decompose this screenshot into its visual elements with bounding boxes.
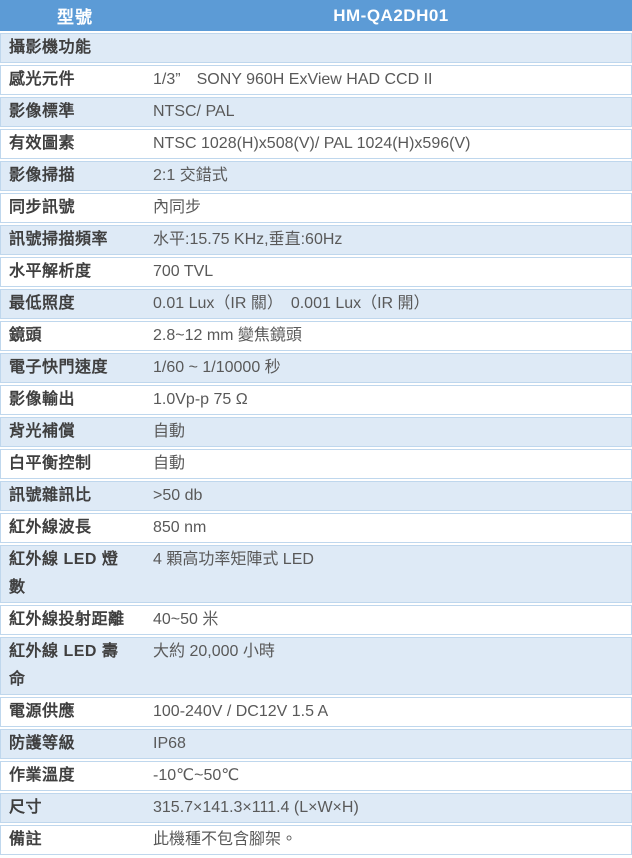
row-value: 內同步 — [153, 199, 202, 216]
table-row-ir-wavelength: 紅外線波長 850 nm — [0, 513, 632, 543]
row-value: IP68 — [153, 735, 186, 752]
table-row-snr: 訊號雜訊比 >50 db — [0, 481, 632, 511]
table-row-shutter-speed: 電子快門速度 1/60 ~ 1/10000 秒 — [0, 353, 632, 383]
row-value: 1/60 ~ 1/10000 秒 — [153, 359, 281, 376]
row-value: 850 nm — [153, 519, 207, 536]
row-value: NTSC 1028(H)x508(V)/ PAL 1024(H)x596(V) — [153, 135, 471, 152]
table-row-power-supply: 電源供應 100-240V / DC12V 1.5 A — [0, 697, 632, 727]
row-label: 白平衡控制 — [9, 455, 92, 472]
table-row-video-output: 影像輸出 1.0Vp-p 75 Ω — [0, 385, 632, 415]
row-label: 訊號掃描頻率 — [9, 231, 109, 248]
table-row-video-standard: 影像標準 NTSC/ PAL — [0, 97, 632, 127]
row-label: 紅外線波長 — [9, 519, 92, 536]
row-value: 1/3” SONY 960H ExView HAD CCD II — [153, 71, 433, 88]
row-value: 大約 20,000 小時 — [153, 643, 275, 660]
row-value: NTSC/ PAL — [153, 103, 235, 120]
row-value: 自動 — [153, 423, 186, 440]
row-value: 1.0Vp-p 75 Ω — [153, 391, 248, 408]
table-header-row: 型號 HM-QA2DH01 — [0, 0, 632, 31]
row-label: 電源供應 — [9, 703, 76, 720]
row-label: 水平解析度 — [9, 263, 92, 280]
row-label: 影像掃描 — [9, 167, 76, 184]
row-label: 紅外線 LED 壽 命 — [9, 643, 119, 688]
row-value: 此機種不包含腳架。 — [153, 831, 298, 848]
table-row-operating-temperature: 作業溫度 -10℃~50℃ — [0, 761, 632, 791]
row-label: 影像標準 — [9, 103, 76, 120]
row-label: 感光元件 — [9, 71, 76, 88]
row-value: -10℃~50℃ — [153, 767, 240, 784]
row-value: 2.8~12 mm 變焦鏡頭 — [153, 327, 302, 344]
row-label: 紅外線 LED 燈 數 — [9, 551, 119, 596]
table-row-image-sensor: 感光元件 1/3” SONY 960H ExView HAD CCD II — [0, 65, 632, 95]
table-row-scanning: 影像掃描 2:1 交錯式 — [0, 161, 632, 191]
table-row-protection-rating: 防護等級 IP68 — [0, 729, 632, 759]
row-value: 水平:15.75 KHz,垂直:60Hz — [153, 231, 343, 248]
table-row-ir-led-life: 紅外線 LED 壽 命 大約 20,000 小時 — [0, 637, 632, 695]
row-label: 訊號雜訊比 — [9, 487, 92, 504]
row-label: 最低照度 — [9, 295, 76, 312]
table-row-scan-frequency: 訊號掃描頻率 水平:15.75 KHz,垂直:60Hz — [0, 225, 632, 255]
row-label: 作業溫度 — [9, 767, 76, 784]
row-label: 同步訊號 — [9, 199, 76, 216]
row-value: 100-240V / DC12V 1.5 A — [153, 703, 329, 720]
model-header-label: 型號 — [57, 8, 93, 27]
row-value: 40~50 米 — [153, 611, 219, 628]
row-label: 背光補償 — [9, 423, 76, 440]
row-value: 2:1 交錯式 — [153, 167, 228, 184]
row-value: 0.01 Lux（IR 關） 0.001 Lux（IR 開） — [153, 295, 430, 312]
table-row-horizontal-resolution: 水平解析度 700 TVL — [0, 257, 632, 287]
row-value: 4 顆高功率矩陣式 LED — [153, 551, 314, 568]
section-row-camera-functions: 攝影機功能 — [0, 33, 632, 63]
row-label: 影像輸出 — [9, 391, 76, 408]
table-row-min-illumination: 最低照度 0.01 Lux（IR 關） 0.001 Lux（IR 開） — [0, 289, 632, 319]
row-label: 鏡頭 — [9, 327, 43, 344]
spec-rows: 攝影機功能 感光元件 1/3” SONY 960H ExView HAD CCD… — [0, 33, 632, 855]
row-label: 紅外線投射距離 — [9, 611, 125, 628]
table-row-ir-led-count: 紅外線 LED 燈 數 4 顆高功率矩陣式 LED — [0, 545, 632, 603]
table-row-dimensions: 尺寸 315.7×141.3×111.4 (L×W×H) — [0, 793, 632, 823]
table-row-backlight-compensation: 背光補償 自動 — [0, 417, 632, 447]
row-value: >50 db — [153, 487, 203, 504]
row-label: 有效圖素 — [9, 135, 76, 152]
table-row-white-balance: 白平衡控制 自動 — [0, 449, 632, 479]
table-row-sync: 同步訊號 內同步 — [0, 193, 632, 223]
row-label: 電子快門速度 — [9, 359, 109, 376]
row-label: 尺寸 — [9, 799, 43, 816]
row-label: 防護等級 — [9, 735, 76, 752]
row-value: 700 TVL — [153, 263, 214, 280]
section-title: 攝影機功能 — [9, 39, 92, 56]
table-row-remarks: 備註 此機種不包含腳架。 — [0, 825, 632, 855]
row-value: 315.7×141.3×111.4 (L×W×H) — [153, 799, 359, 816]
table-row-effective-pixels: 有效圖素 NTSC 1028(H)x508(V)/ PAL 1024(H)x59… — [0, 129, 632, 159]
row-label: 備註 — [9, 831, 43, 848]
model-number: HM-QA2DH01 — [333, 5, 449, 25]
table-row-ir-distance: 紅外線投射距離 40~50 米 — [0, 605, 632, 635]
table-row-lens: 鏡頭 2.8~12 mm 變焦鏡頭 — [0, 321, 632, 351]
row-value: 自動 — [153, 455, 186, 472]
